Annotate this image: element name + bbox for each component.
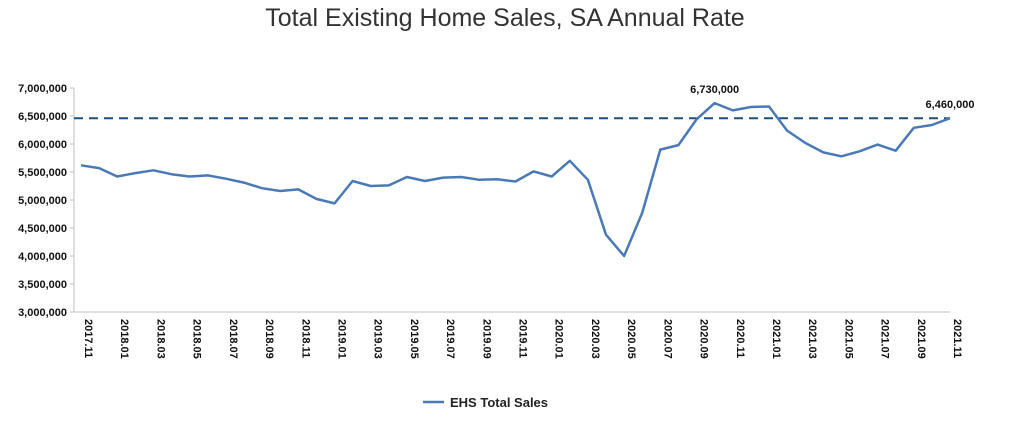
x-tick-label: 2020.01 [553, 319, 565, 359]
x-axis-ticks: 2017.11 2018.01 2018.03 2018.05 2018.07 2018.… [82, 319, 963, 359]
x-tick-label: 2020.09 [698, 319, 710, 359]
x-tick-label: 2018.01 [118, 319, 130, 359]
x-tick-label: 2021.01 [770, 319, 782, 359]
y-tick-label: 6,500,000 [18, 111, 67, 123]
data-labels: 6,730,000 6,460,000 [690, 84, 974, 111]
x-tick-label: 2019.01 [335, 319, 347, 359]
x-tick-label: 2021.11 [951, 319, 963, 358]
x-tick-label: 2020.05 [625, 319, 637, 359]
x-tick-label: 2021.07 [879, 319, 891, 359]
x-tick-label: 2019.05 [408, 319, 420, 359]
x-tick-label: 2019.09 [480, 319, 492, 359]
data-label: 6,730,000 [690, 84, 739, 96]
y-tick-label: 6,000,000 [18, 139, 67, 151]
y-axis-ticks: 3,000,000 3,500,000 4,000,000 4,500,000 5,00… [18, 83, 74, 319]
x-tick-label: 2018.03 [154, 319, 166, 359]
x-tick-label: 2019.07 [444, 319, 456, 359]
legend: EHS Total Sales [423, 395, 548, 410]
data-label: 6,460,000 [926, 99, 975, 111]
x-tick-label: 2018.09 [263, 319, 275, 359]
x-tick-label: 2019.03 [372, 319, 384, 359]
x-tick-label: 2020.03 [589, 319, 601, 359]
x-tick-label: 2019.11 [517, 319, 529, 358]
series-group [80, 101, 951, 258]
x-tick-label: 2021.05 [842, 319, 854, 359]
x-tick-label: 2021.03 [806, 319, 818, 359]
y-tick-label: 7,000,000 [18, 83, 67, 95]
y-tick-label: 5,500,000 [18, 167, 67, 179]
y-tick-label: 4,000,000 [18, 251, 67, 263]
x-tick-label: 2018.07 [227, 319, 239, 359]
y-tick-label: 4,500,000 [18, 223, 67, 235]
x-tick-label: 2020.07 [661, 319, 673, 359]
x-tick-label: 2021.09 [915, 319, 927, 359]
y-tick-label: 3,000,000 [18, 307, 67, 319]
y-tick-label: 3,500,000 [18, 279, 67, 291]
x-tick-label: 2018.05 [191, 319, 203, 359]
chart-title: Total Existing Home Sales, SA Annual Rat… [265, 4, 745, 32]
x-tick-label: 2017.11 [82, 319, 94, 358]
series-line [80, 101, 951, 258]
x-tick-label: 2018.11 [299, 319, 311, 358]
legend-label: EHS Total Sales [450, 395, 548, 410]
y-tick-label: 5,000,000 [18, 195, 67, 207]
x-tick-label: 2020.11 [734, 319, 746, 358]
